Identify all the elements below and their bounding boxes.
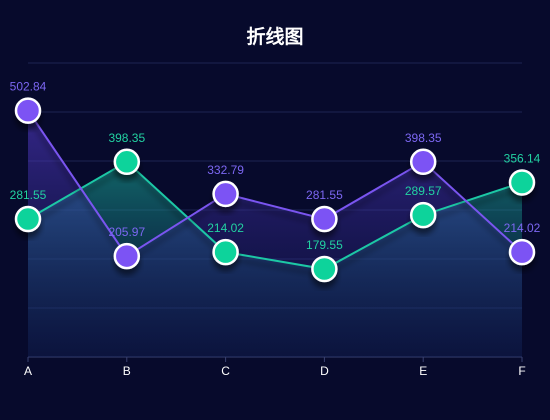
series-1-point <box>14 205 42 233</box>
series-1-data-label: 398.35 <box>108 131 145 145</box>
series-2-data-label: 205.97 <box>108 225 145 239</box>
x-tick-label: B <box>123 364 131 378</box>
x-tick-label: E <box>419 364 427 378</box>
series-2-point <box>508 238 536 266</box>
series-2-data-label: 332.79 <box>207 163 244 177</box>
series-2-point <box>14 97 42 124</box>
series-2-data-label: 502.84 <box>10 80 47 94</box>
series-2-point <box>311 205 338 233</box>
series-2-data-label: 281.55 <box>306 188 343 202</box>
x-tick-label: D <box>320 364 329 378</box>
series-1-point <box>508 169 536 196</box>
x-tick-label: A <box>24 364 32 378</box>
series-1-point <box>212 238 239 266</box>
series-1-data-label: 214.02 <box>207 221 244 235</box>
series-1-data-label: 289.57 <box>405 184 442 198</box>
x-tick-label: F <box>518 364 525 378</box>
series-2-data-label: 398.35 <box>405 131 442 145</box>
x-tick-label: C <box>221 364 230 378</box>
chart-title: 折线图 <box>246 26 304 48</box>
series-1-point <box>311 255 338 283</box>
series-2-point <box>113 242 141 270</box>
series-1-data-label: 179.55 <box>306 238 343 252</box>
series-1-point <box>409 201 437 229</box>
series-1-data-label: 281.55 <box>10 188 47 202</box>
series-2-point <box>409 148 437 176</box>
series-1-point <box>113 148 141 176</box>
series-2-line <box>27 110 523 258</box>
series-1-line <box>27 160 523 271</box>
series-1-data-label: 356.14 <box>504 151 541 165</box>
series-2-data-label: 214.02 <box>504 221 541 235</box>
series-2-point <box>212 180 239 208</box>
series-2-area <box>28 110 522 357</box>
